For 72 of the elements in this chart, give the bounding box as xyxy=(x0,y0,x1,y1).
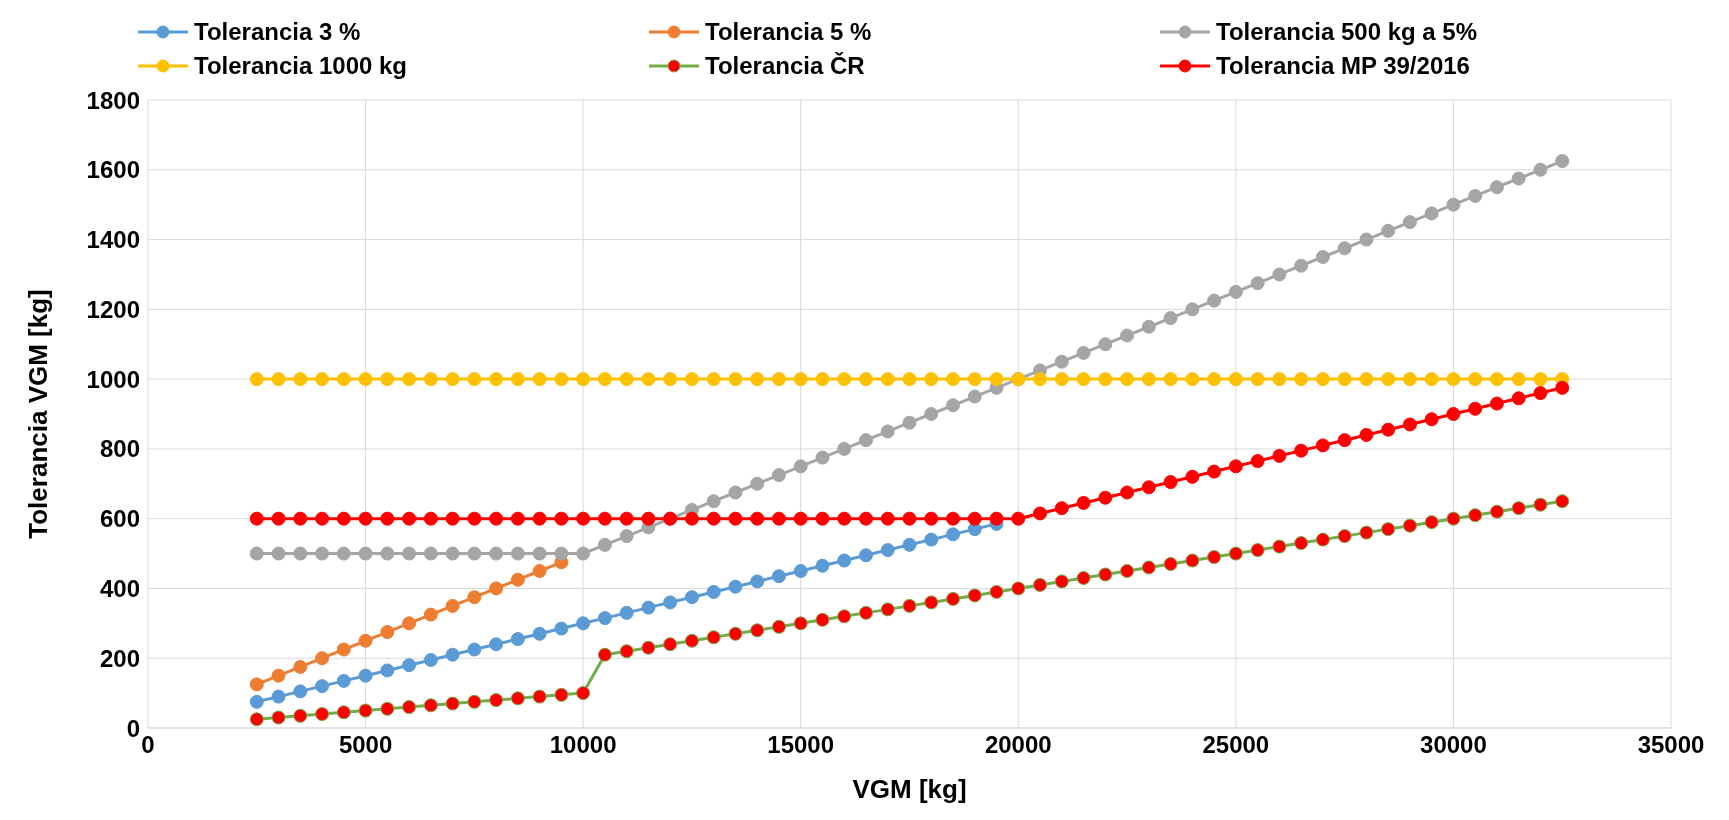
point xyxy=(597,611,612,626)
point xyxy=(489,637,504,652)
point xyxy=(336,673,351,688)
point xyxy=(858,548,873,563)
point xyxy=(293,684,308,699)
point xyxy=(467,590,482,605)
y-tick-label: 1000 xyxy=(86,365,140,393)
point xyxy=(663,595,678,610)
legend-label: Tolerancia 500 kg a 5% xyxy=(1216,18,1478,46)
point xyxy=(445,647,460,662)
point xyxy=(271,689,286,704)
x-tick-label: 10000 xyxy=(549,731,617,759)
point xyxy=(423,652,438,667)
y-tick-label: 1200 xyxy=(86,295,140,323)
point xyxy=(793,564,808,578)
point xyxy=(684,590,699,605)
point xyxy=(380,663,395,678)
legend-label: Tolerancia 1000 kg xyxy=(194,52,407,80)
point xyxy=(837,553,852,568)
y-tick-label: 400 xyxy=(99,574,140,602)
point xyxy=(358,633,373,648)
point xyxy=(402,658,417,673)
point xyxy=(706,584,721,599)
y-tick-label: 0 xyxy=(126,714,140,742)
point xyxy=(576,616,591,631)
point xyxy=(815,558,830,573)
legend-label: Tolerancia ČR xyxy=(705,52,865,80)
legend-label: Tolerancia 5 % xyxy=(705,18,872,46)
point xyxy=(336,642,351,657)
y-tick-label: 600 xyxy=(99,505,140,533)
point xyxy=(510,632,525,647)
point xyxy=(924,532,939,547)
point xyxy=(402,616,417,631)
point xyxy=(315,651,330,666)
y-tick-label: 200 xyxy=(99,644,140,672)
x-tick-label: 25000 xyxy=(1202,731,1270,759)
point xyxy=(750,574,765,589)
legend-label: Tolerancia MP 39/2016 xyxy=(1216,52,1470,80)
point xyxy=(902,537,917,552)
point xyxy=(641,600,656,615)
point xyxy=(380,625,395,640)
point xyxy=(315,679,330,694)
x-tick-label: 20000 xyxy=(984,731,1052,759)
point xyxy=(619,605,634,620)
y-tick-label: 1600 xyxy=(86,156,140,184)
point xyxy=(510,572,525,587)
point xyxy=(293,659,308,674)
point xyxy=(467,642,482,657)
point xyxy=(946,527,961,542)
y-tick-label: 1400 xyxy=(86,226,140,254)
x-tick-label: 35000 xyxy=(1637,731,1705,759)
x-tick-label: 15000 xyxy=(767,731,835,759)
point xyxy=(880,543,895,558)
point xyxy=(771,569,786,584)
y-axis-title: Tolerancia VGM [kg] xyxy=(23,289,54,539)
point xyxy=(249,677,264,692)
point xyxy=(532,626,547,641)
point xyxy=(249,694,264,709)
legend-label: Tolerancia 3 % xyxy=(194,18,361,46)
point xyxy=(423,607,438,622)
y-tick-label: 1800 xyxy=(86,86,140,114)
point xyxy=(532,564,547,578)
y-tick-label: 800 xyxy=(99,435,140,463)
point xyxy=(728,579,743,594)
point xyxy=(554,621,569,636)
point xyxy=(358,668,373,683)
x-tick-label: 30000 xyxy=(1420,731,1487,759)
x-tick-label: 5000 xyxy=(338,731,393,759)
point xyxy=(445,598,460,613)
point xyxy=(271,668,286,683)
x-axis-title: VGM [kg] xyxy=(852,774,967,804)
point xyxy=(489,581,504,596)
